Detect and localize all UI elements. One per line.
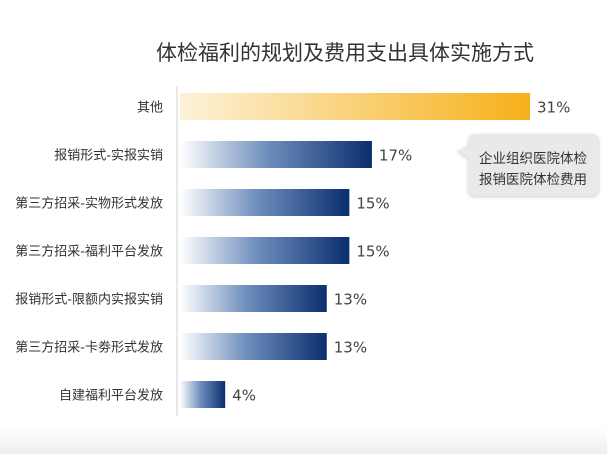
- bars-group: [180, 93, 530, 408]
- category-labels-group: 其他报销形式-实报实销第三方招采-实物形式发放第三方招采-福利平台发放报销形式-…: [15, 101, 163, 404]
- chart-title: 体检福利的规划及费用支出具体实施方式: [156, 41, 534, 65]
- value-label: 13%: [334, 339, 367, 357]
- category-label: 自建福利平台发放: [59, 388, 163, 404]
- callout-line: 企业组织医院体检: [479, 150, 587, 167]
- value-label: 4%: [232, 387, 256, 405]
- value-label: 17%: [379, 147, 412, 165]
- bar: [180, 285, 327, 312]
- value-label: 31%: [537, 99, 570, 117]
- callout-bubble: [457, 134, 599, 196]
- value-labels-group: 31% 17% 15% 15% 13% 13% 4%: [232, 99, 570, 405]
- category-label: 第三方招采-实物形式发放: [15, 196, 163, 212]
- category-label: 第三方招采-卡劵形式发放: [15, 340, 163, 356]
- category-label: 其他: [137, 101, 163, 116]
- callout-line: 报销医院体检费用: [479, 172, 587, 188]
- category-label: 报销形式-实报实销: [54, 149, 163, 164]
- bar: [180, 237, 350, 264]
- category-label: 第三方招采-福利平台发放: [15, 244, 163, 260]
- callout: 企业组织医院体检 报销医院体检费用: [457, 134, 599, 196]
- value-label: 13%: [334, 291, 367, 309]
- bar: [180, 381, 226, 408]
- bar: [180, 189, 350, 216]
- bottom-band: [0, 428, 607, 454]
- value-label: 15%: [356, 243, 389, 261]
- bar: [180, 141, 372, 168]
- value-label: 15%: [356, 195, 389, 213]
- bar: [180, 333, 327, 360]
- category-label: 报销形式-限额内实报实销: [15, 292, 163, 308]
- bar: [180, 93, 530, 120]
